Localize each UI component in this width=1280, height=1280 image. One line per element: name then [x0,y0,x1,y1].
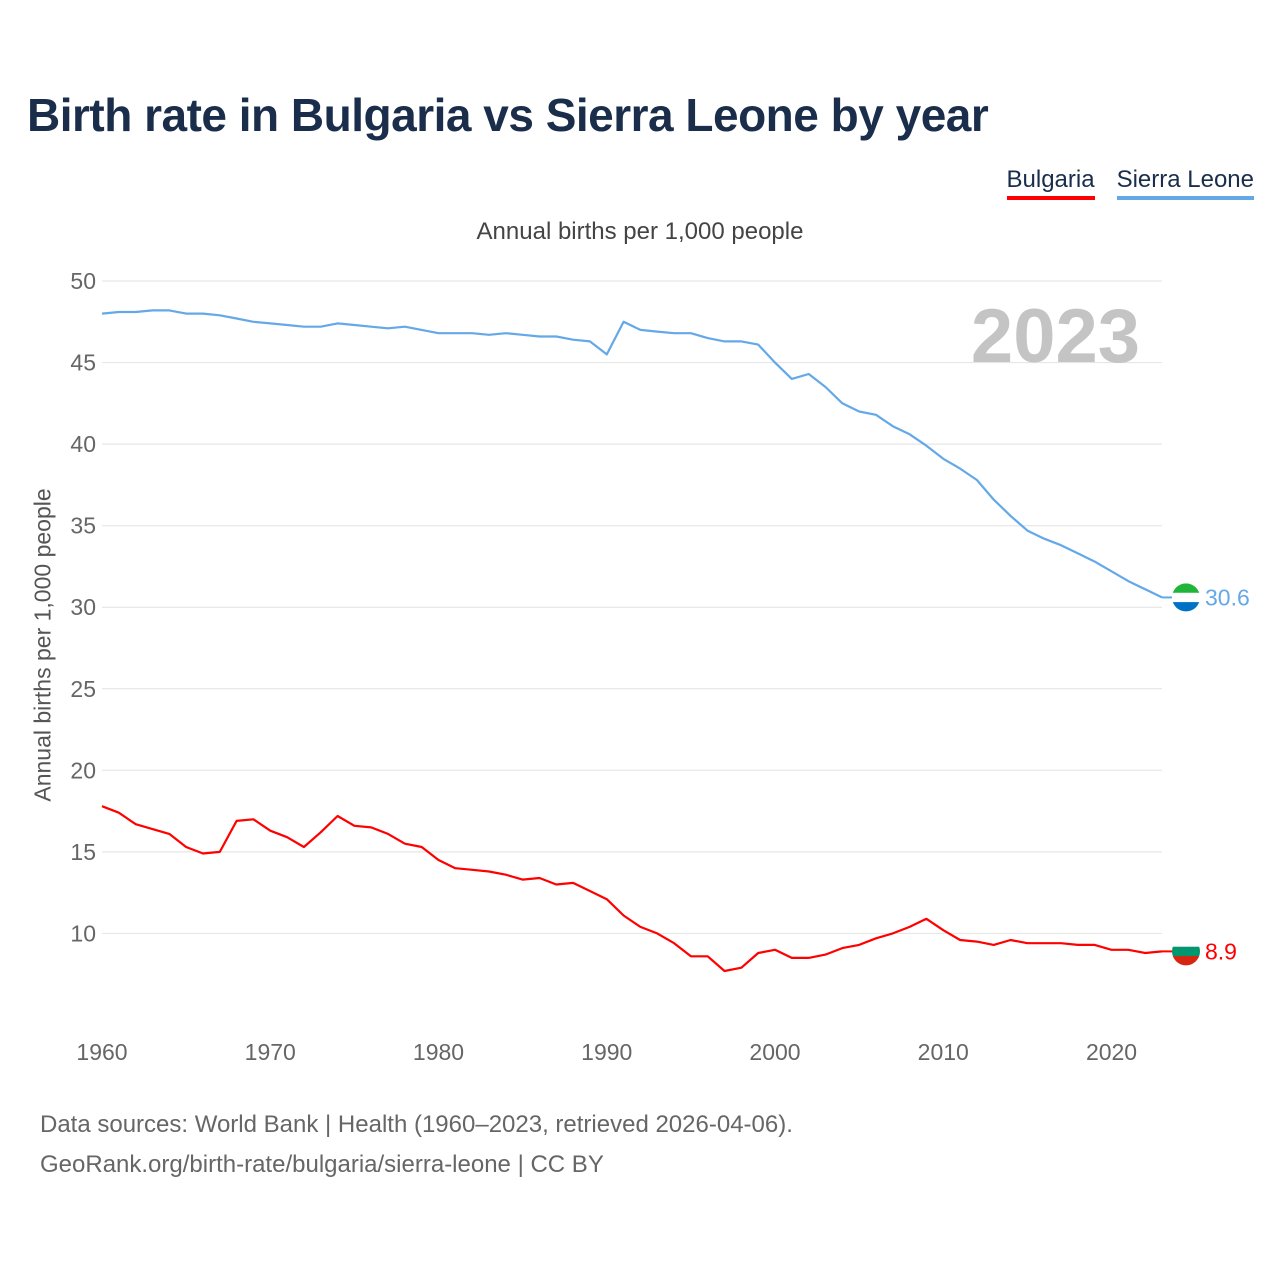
x-tick-label: 2010 [918,1039,969,1065]
end-markers: 8.9 30.6 [1162,583,1250,966]
series-line-sierra-leone[interactable] [101,309,1163,599]
y-tick-label: 35 [70,513,96,539]
y-tick-label: 45 [70,350,96,376]
y-axis-ticks: 10 15 20 25 30 35 40 45 50 [70,268,96,946]
y-tick-label: 20 [70,757,96,783]
x-tick-label: 1960 [76,1039,127,1065]
x-tick-label: 2020 [1086,1039,1137,1065]
y-tick-label: 10 [70,920,96,946]
chart-title: Birth rate in Bulgaria vs Sierra Leone b… [27,89,989,141]
x-tick-label: 1980 [413,1039,464,1065]
series-lines [101,309,1163,973]
x-tick-label: 2000 [749,1039,800,1065]
gridlines [102,280,1162,935]
chart-subtitle: Annual births per 1,000 people [476,218,804,245]
bulgaria-flag-icon [1172,937,1200,966]
sierra-leone-flag-icon [1172,583,1200,612]
legend: Bulgaria Sierra Leone [1006,166,1254,200]
y-tick-label: 30 [70,594,96,620]
data-source-note: Data sources: World Bank | Health (1960–… [40,1111,793,1138]
x-tick-label: 1970 [245,1039,296,1065]
y-tick-label: 25 [70,676,96,702]
source-url[interactable]: GeoRank.org/birth-rate/bulgaria/sierra-l… [40,1151,604,1178]
legend-item-sierra-leone[interactable]: Sierra Leone [1116,166,1254,200]
y-tick-label: 15 [70,839,96,865]
x-tick-label: 1990 [581,1039,632,1065]
end-value-label-bulgaria: 8.9 [1205,938,1237,964]
y-tick-label: 40 [70,431,96,457]
footer: Data sources: World Bank | Health (1960–… [40,1105,793,1185]
series-line-bulgaria[interactable] [101,805,1163,973]
legend-item-bulgaria[interactable]: Bulgaria [1006,166,1095,200]
end-value-label-sierra-leone: 30.6 [1205,584,1250,610]
year-watermark: 2023 [971,294,1140,379]
y-tick-label: 50 [70,268,96,294]
x-axis-ticks: 1960 1970 1980 1990 2000 2010 2020 [76,1039,1137,1065]
